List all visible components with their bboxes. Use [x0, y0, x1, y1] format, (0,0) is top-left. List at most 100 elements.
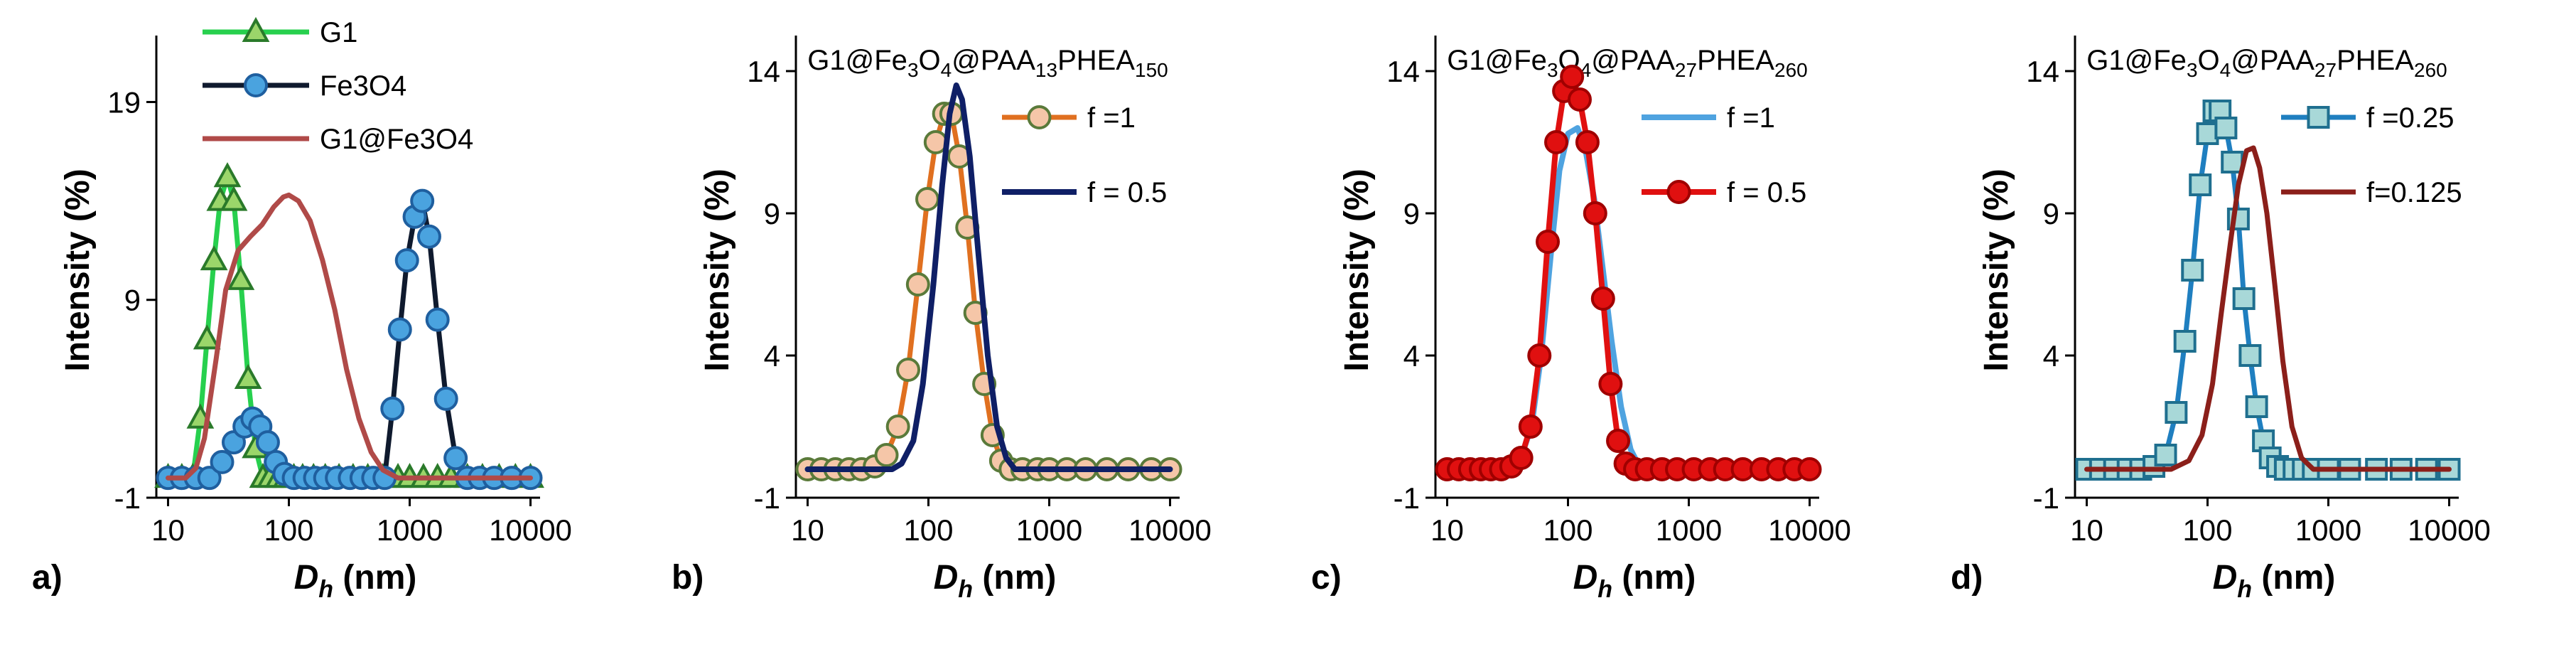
- data-point: [2245, 395, 2268, 418]
- series-g1-fe3o4: [166, 192, 533, 481]
- data-point: [1527, 343, 1552, 368]
- y-tick-label: -1: [2033, 481, 2059, 515]
- data-point: [1590, 287, 1615, 311]
- data-point: [2173, 330, 2197, 353]
- series-f-0-25: [2075, 100, 2461, 481]
- data-point: [416, 224, 441, 249]
- y-tick-label: 14: [1386, 55, 1420, 88]
- legend-marker: [244, 73, 268, 97]
- y-axis-label: Intensity (%): [1978, 169, 2015, 371]
- y-tick-label: 14: [2026, 55, 2059, 88]
- series-line: [166, 198, 533, 481]
- legend-marker: [2307, 106, 2330, 129]
- legend-item: f =0.25: [2281, 102, 2454, 134]
- series-line: [166, 192, 533, 481]
- data-point: [443, 446, 468, 471]
- data-point: [2165, 401, 2188, 424]
- x-tick-label: 10: [151, 513, 185, 547]
- legend-label: G1: [320, 17, 357, 48]
- series-f-0-125: [2084, 145, 2452, 472]
- x-tick-label: 1000: [1656, 513, 1722, 547]
- y-axis-label: Intensity (%): [59, 169, 97, 371]
- data-point: [433, 386, 458, 411]
- panel-a: -1 9 19 10 100 1000 10000 Intensity (%) Dh (nm) a…: [32, 16, 572, 603]
- data-point: [1567, 87, 1592, 112]
- legend-item: f=0.125: [2281, 177, 2462, 208]
- legend-item: Fe3O4: [203, 70, 406, 102]
- x-tick-label: 1000: [1016, 513, 1082, 547]
- legend-marker: [242, 16, 270, 42]
- data-point: [1598, 372, 1623, 396]
- x-tick-label: 10: [2070, 513, 2103, 547]
- y-tick-label: 9: [124, 284, 141, 317]
- series-line: [804, 82, 1173, 472]
- data-point: [387, 317, 412, 342]
- legend-marker: [1027, 105, 1052, 129]
- legend-label: f = 0.5: [1087, 177, 1167, 208]
- data-point: [1583, 201, 1607, 225]
- x-tick-label: 1000: [377, 513, 443, 547]
- legend-item: f = 0.5: [1642, 177, 1806, 208]
- y-tick-label: -1: [754, 481, 780, 515]
- data-point: [1509, 446, 1534, 470]
- data-point: [905, 272, 930, 296]
- y-tick-label: 4: [764, 339, 780, 373]
- legend-label: Fe3O4: [320, 70, 406, 102]
- data-point: [410, 188, 435, 213]
- data-point: [2189, 173, 2212, 196]
- data-point: [1797, 457, 1822, 481]
- legend-label: f = 0.5: [1727, 177, 1806, 208]
- x-tick-label: 100: [264, 513, 313, 547]
- data-point: [193, 324, 221, 350]
- x-axis-label: Dh (nm): [934, 559, 1057, 603]
- y-tick-label: 9: [2043, 197, 2059, 230]
- y-tick-label: 4: [2043, 339, 2059, 373]
- x-axis-label: Dh (nm): [1573, 559, 1696, 603]
- legend-item: G1: [203, 16, 357, 48]
- data-point: [896, 358, 921, 382]
- data-point: [1518, 415, 1543, 439]
- data-point: [394, 248, 419, 273]
- x-axis-label: Dh (nm): [2213, 559, 2336, 603]
- data-point: [1575, 130, 1600, 154]
- data-point: [213, 162, 242, 188]
- data-point: [2154, 444, 2177, 466]
- data-point: [234, 363, 262, 390]
- x-tick-label: 10000: [1768, 513, 1851, 547]
- legend-label: f =0.25: [2366, 102, 2454, 134]
- data-point: [255, 430, 280, 455]
- panel-label: a): [32, 559, 63, 597]
- x-tick-label: 1000: [2295, 513, 2361, 547]
- data-point: [1606, 429, 1631, 453]
- data-point: [425, 307, 450, 332]
- data-point: [200, 245, 228, 271]
- panel-b: -1 4 9 14 10 100 1000 10000 Intensity (%) Dh (nm)…: [672, 36, 1212, 603]
- panel-label: b): [672, 559, 704, 597]
- legend-label: G1@Fe3O4: [320, 124, 473, 155]
- x-tick-label: 100: [903, 513, 953, 547]
- series-g1: [154, 162, 544, 488]
- data-point: [227, 264, 255, 290]
- y-axis-label: Intensity (%): [699, 169, 736, 371]
- y-tick-label: -1: [1394, 481, 1420, 515]
- panel-c: -1 4 9 14 10 100 1000 10000 Intensity (%) Dh (nm)…: [1311, 36, 1851, 603]
- y-tick-label: 9: [764, 197, 780, 230]
- x-tick-label: 10: [1430, 513, 1464, 547]
- series-line: [805, 111, 1173, 472]
- y-tick-label: 19: [107, 85, 141, 119]
- legend-label: f =1: [1727, 102, 1775, 134]
- data-point: [220, 186, 248, 211]
- series-line: [1444, 74, 1813, 472]
- series-f-0-5: [804, 82, 1173, 472]
- panel-label: d): [1951, 559, 1983, 597]
- x-tick-label: 100: [2182, 513, 2232, 547]
- series-f-0-5: [1435, 65, 1822, 481]
- x-tick-label: 100: [1543, 513, 1593, 547]
- series-line: [2084, 145, 2452, 472]
- data-point: [210, 449, 235, 474]
- x-axis-label: Dh (nm): [294, 559, 417, 603]
- data-point: [2196, 122, 2219, 145]
- series-f-1: [795, 102, 1182, 481]
- data-point: [874, 443, 899, 467]
